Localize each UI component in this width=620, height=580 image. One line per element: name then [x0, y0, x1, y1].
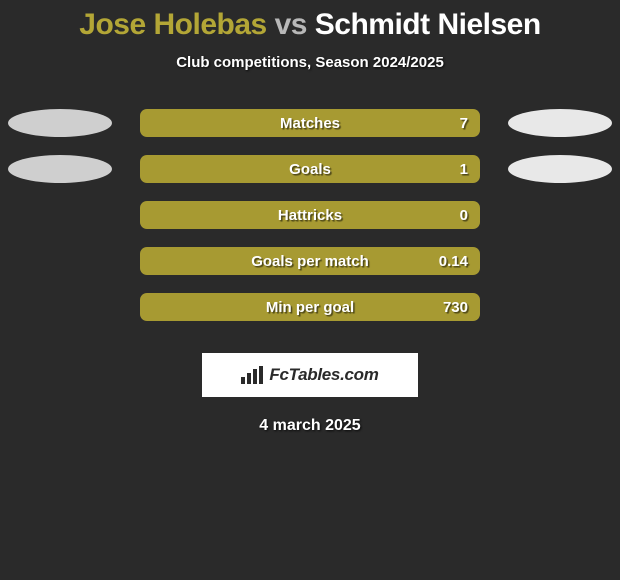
stat-label: Hattricks — [278, 207, 342, 224]
stat-row: Matches 7 — [0, 109, 620, 137]
player2-oval — [508, 155, 612, 183]
stat-label: Matches — [280, 115, 340, 132]
logo-text: FcTables.com — [269, 365, 378, 385]
stat-row: Min per goal 730 — [0, 293, 620, 321]
stat-label: Min per goal — [266, 299, 354, 316]
stat-bar: Goals 1 — [140, 155, 480, 183]
stat-label: Goals per match — [251, 253, 369, 270]
subtitle: Club competitions, Season 2024/2025 — [0, 54, 620, 71]
stat-value: 1 — [460, 161, 468, 178]
stat-bar: Goals per match 0.14 — [140, 247, 480, 275]
bar-chart-icon — [241, 366, 263, 384]
page-title: Jose Holebas vs Schmidt Nielsen — [0, 8, 620, 42]
stat-value: 0 — [460, 207, 468, 224]
stat-bar: Matches 7 — [140, 109, 480, 137]
stat-value: 730 — [443, 299, 468, 316]
stat-row: Goals per match 0.14 — [0, 247, 620, 275]
player1-name: Jose Holebas — [79, 8, 266, 41]
stat-value: 0.14 — [439, 253, 468, 270]
logo-box: FcTables.com — [202, 353, 418, 397]
stat-row: Goals 1 — [0, 155, 620, 183]
stat-label: Goals — [289, 161, 331, 178]
player1-oval — [8, 109, 112, 137]
player1-oval — [8, 155, 112, 183]
stats-rows: Matches 7 Goals 1 Hattricks 0 Goals per match 0… — [0, 109, 620, 321]
date-text: 4 march 2025 — [0, 417, 620, 435]
stat-bar: Hattricks 0 — [140, 201, 480, 229]
vs-text: vs — [275, 8, 307, 41]
stat-value: 7 — [460, 115, 468, 132]
stat-row: Hattricks 0 — [0, 201, 620, 229]
player2-name: Schmidt Nielsen — [315, 8, 541, 41]
stat-bar: Min per goal 730 — [140, 293, 480, 321]
player2-oval — [508, 109, 612, 137]
comparison-infographic: Jose Holebas vs Schmidt Nielsen Club com… — [0, 0, 620, 435]
